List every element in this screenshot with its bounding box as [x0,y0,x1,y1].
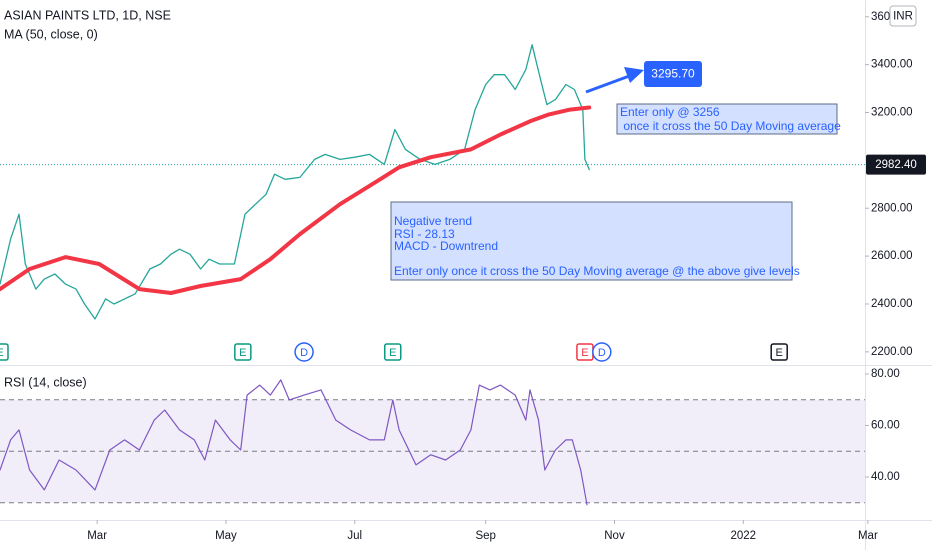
y-tick-label: 40.00 [871,471,900,483]
event-label: E [0,347,4,359]
entry-line: Enter only @ 3256 [620,105,720,119]
arrow-shaft [585,73,633,94]
dividend-marker [592,342,612,362]
x-tick-label: Sep [475,530,495,542]
event-label: E [239,347,246,359]
event-label: E [776,347,783,359]
target-label: 3295.70 [651,67,695,81]
y-tick-label: 80.00 [871,368,900,380]
currency-badge[interactable] [889,5,917,27]
last-price-box [866,154,926,175]
y-tick-label: 60.00 [871,420,900,432]
symbol-title: ASIAN PAINTS LTD, 1D, NSE [4,8,171,22]
series-line [0,379,588,506]
entry-line: once it cross the 50 Day Moving average [620,119,841,133]
last-price-label: 2982.40 [875,159,917,171]
note-line: Negative trend [394,214,472,228]
x-tick-label: Mar [87,530,107,542]
dividend-marker [294,342,314,362]
y-tick-label: 3400.00 [871,59,913,71]
x-tick-label: Mar [858,530,878,542]
x-tick-label: Nov [604,530,625,542]
x-tick-label: Jul [347,530,362,542]
series-line [0,105,592,295]
y-tick-label: 2200.00 [871,346,913,358]
y-tick-label: 2400.00 [871,298,913,310]
earnings-marker [770,343,788,361]
note-line: RSI - 28.13 [394,227,455,241]
target-box [644,61,702,87]
event-label: E [581,347,588,359]
indicator-legend: MA (50, close, 0) [4,27,98,41]
y-tick-label: 2800.00 [871,202,913,214]
y-tick-label: 2600.00 [871,250,913,262]
x-tick-label: 2022 [731,530,757,542]
y-tick-label: 3200.00 [871,107,913,119]
series-line [0,44,590,320]
x-tick-label: May [215,530,237,542]
note-line: MACD - Downtrend [394,239,498,253]
note-line: Enter only once it cross the 50 Day Movi… [394,264,800,278]
currency-label[interactable]: INR [893,11,913,23]
event-label: D [300,347,308,359]
event-label: E [389,347,396,359]
note-box [390,201,793,281]
arrow-head [624,67,644,83]
earnings-marker [0,343,9,361]
earnings-marker [234,343,252,361]
earnings-marker [384,343,402,361]
entry-box [616,103,838,135]
event-label: D [598,347,606,359]
rsi-legend: RSI (14, close) [4,375,87,389]
